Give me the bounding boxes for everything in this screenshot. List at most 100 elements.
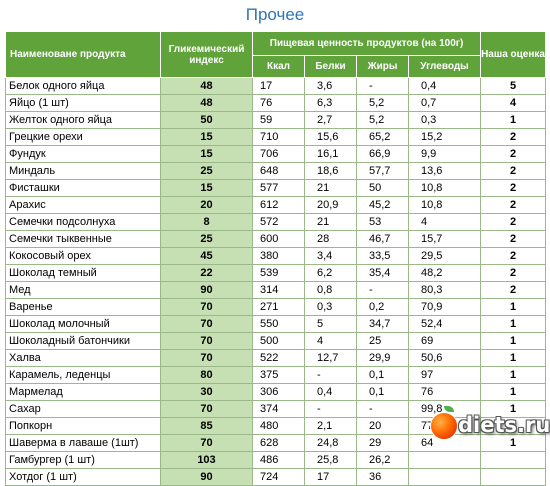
- cell-rating: 1: [480, 332, 547, 350]
- cell-carbs: 48,2: [407, 264, 482, 282]
- cell-protein: 5: [304, 315, 357, 333]
- cell-gi: 50: [160, 111, 253, 129]
- cell-rating: 2: [480, 145, 547, 163]
- table-row: Шоколадный батончики 70 500 4 25 69 1: [5, 332, 547, 350]
- cell-protein: 15,6: [304, 128, 357, 146]
- table-row: Арахис 20 612 20,9 45,2 10,8 2: [5, 196, 547, 214]
- cell-carbs: 52,4: [407, 315, 482, 333]
- cell-kcal: 612: [252, 196, 305, 214]
- cell-gi: 70: [160, 298, 253, 316]
- cell-kcal: 522: [252, 349, 305, 367]
- cell-fat: 5,2: [356, 94, 409, 112]
- cell-gi: 30: [160, 383, 253, 401]
- cell-fat: 5,2: [356, 111, 409, 129]
- cell-fat: -: [356, 281, 409, 299]
- cell-kcal: 710: [252, 128, 305, 146]
- cell-rating: [480, 451, 547, 469]
- cell-fat: 33,5: [356, 247, 409, 265]
- table-row: Кокосовый орех 45 380 3,4 33,5 29,5 2: [5, 247, 547, 265]
- cell-kcal: 76: [252, 94, 305, 112]
- cell-carbs: 0,4: [407, 77, 482, 95]
- cell-gi: 70: [160, 434, 253, 452]
- cell-carbs: 76: [407, 383, 482, 401]
- cell-fat: 57,7: [356, 162, 409, 180]
- cell-rating: 2: [480, 213, 547, 231]
- leaf-icon: [444, 406, 454, 412]
- cell-kcal: 486: [252, 451, 305, 469]
- cell-kcal: 572: [252, 213, 305, 231]
- cell-name: Карамель, леденцы: [5, 366, 161, 384]
- cell-gi: 22: [160, 264, 253, 282]
- cell-gi: 85: [160, 417, 253, 435]
- cell-fat: -: [356, 400, 409, 418]
- cell-protein: 3,4: [304, 247, 357, 265]
- cell-kcal: 380: [252, 247, 305, 265]
- cell-fat: 36: [356, 468, 409, 486]
- cell-fat: 20: [356, 417, 409, 435]
- cell-kcal: 59: [252, 111, 305, 129]
- header-nutrition: Пищевая ценность продуктов (на 100г): [251, 31, 482, 56]
- cell-name: Желток одного яйца: [5, 111, 161, 129]
- cell-protein: 0,4: [304, 383, 357, 401]
- table-row: Варенье 70 271 0,3 0,2 70,9 1: [5, 298, 547, 316]
- cell-carbs: [407, 451, 482, 469]
- cell-carbs: 4: [407, 213, 482, 231]
- header-name: Наименоване продукта: [5, 31, 161, 78]
- cell-kcal: 600: [252, 230, 305, 248]
- cell-fat: 0,1: [356, 383, 409, 401]
- cell-kcal: 500: [252, 332, 305, 350]
- cell-gi: 70: [160, 315, 253, 333]
- cell-carbs: 13,6: [407, 162, 482, 180]
- cell-name: Белок одного яйца: [5, 77, 161, 95]
- cell-protein: 4: [304, 332, 357, 350]
- cell-protein: 0,3: [304, 298, 357, 316]
- cell-name: Шаверма в лаваше (1шт): [5, 434, 161, 452]
- cell-fat: 66,9: [356, 145, 409, 163]
- cell-carbs: 15,2: [407, 128, 482, 146]
- cell-gi: 45: [160, 247, 253, 265]
- cell-name: Семечки тыквенные: [5, 230, 161, 248]
- table-row: Мармелад 30 306 0,4 0,1 76 1: [5, 383, 547, 401]
- table-row: Гамбургер (1 шт) 103 486 25,8 26,2: [5, 451, 547, 469]
- cell-gi: 15: [160, 128, 253, 146]
- header-carbs: Углеводы: [407, 55, 482, 78]
- cell-carbs: [407, 468, 482, 486]
- cell-gi: 90: [160, 468, 253, 486]
- cell-name: Сахар: [5, 400, 161, 418]
- cell-gi: 25: [160, 230, 253, 248]
- cell-gi: 20: [160, 196, 253, 214]
- cell-name: Миндаль: [5, 162, 161, 180]
- cell-carbs: 10,8: [407, 196, 482, 214]
- table-row: Халва 70 522 12,7 29,9 50,6 1: [5, 349, 547, 367]
- cell-rating: 2: [480, 196, 547, 214]
- table-row: Белок одного яйца 48 17 3,6-0,4 5: [5, 77, 547, 95]
- cell-protein: 12,7: [304, 349, 357, 367]
- cell-kcal: 271: [252, 298, 305, 316]
- cell-kcal: 306: [252, 383, 305, 401]
- header-rating: Наша оценка: [480, 31, 547, 78]
- cell-gi: 8: [160, 213, 253, 231]
- cell-kcal: 374: [252, 400, 305, 418]
- cell-kcal: 375: [252, 366, 305, 384]
- cell-fat: 53: [356, 213, 409, 231]
- cell-protein: 24,8: [304, 434, 357, 452]
- table-body: Белок одного яйца 48 17 3,6-0,4 5 Яйцо (1 шт)…: [5, 77, 547, 486]
- cell-rating: 2: [480, 128, 547, 146]
- cell-name: Шоколадный батончики: [5, 332, 161, 350]
- header-fat: Жиры: [356, 55, 409, 78]
- watermark: diets.ru: [430, 406, 550, 446]
- cell-carbs: 10,8: [407, 179, 482, 197]
- table-row: Миндаль 25 648 18,6 57,7 13,6 2: [5, 162, 547, 180]
- cell-carbs: 70,9: [407, 298, 482, 316]
- cell-fat: 65,2: [356, 128, 409, 146]
- header-gi: Гликемический индекс: [160, 31, 253, 78]
- cell-carbs: 50,6: [407, 349, 482, 367]
- cell-fat: 0,1: [356, 366, 409, 384]
- cell-carbs: 0,3: [407, 111, 482, 129]
- cell-rating: 4: [480, 94, 547, 112]
- cell-name: Шоколад темный: [5, 264, 161, 282]
- cell-protein: 28: [304, 230, 357, 248]
- cell-kcal: 17: [252, 77, 305, 95]
- cell-rating: 5: [480, 77, 547, 95]
- cell-rating: 1: [480, 366, 547, 384]
